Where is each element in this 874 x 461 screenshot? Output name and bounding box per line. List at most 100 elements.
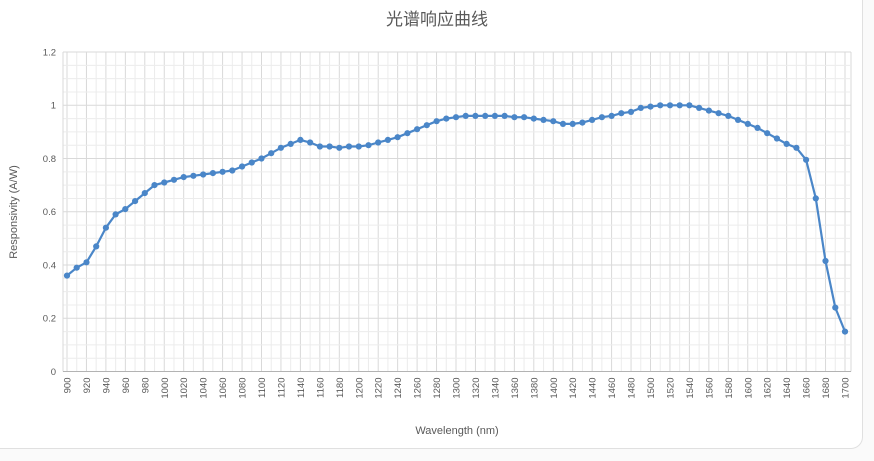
x-tick-label: 1180 [335, 378, 346, 398]
data-point-marker [647, 103, 654, 110]
data-point-marker [375, 139, 382, 146]
data-point-marker [521, 114, 528, 121]
data-point-marker [725, 112, 732, 119]
x-tick-label: 980 [140, 378, 151, 394]
x-tick-label: 1020 [179, 378, 190, 399]
x-tick-label: 1340 [490, 378, 501, 399]
data-point-marker [637, 104, 644, 111]
x-tick-label: 1260 [413, 378, 424, 399]
x-tick-label: 1280 [432, 378, 443, 399]
x-tick-label: 960 [121, 378, 132, 394]
x-tick-label: 1580 [724, 378, 735, 399]
data-point-marker [433, 118, 440, 125]
x-tick-label: 1300 [452, 378, 463, 399]
data-point-marker [491, 112, 498, 119]
data-point-marker [754, 124, 761, 131]
x-tick-label: 1460 [607, 378, 618, 399]
data-point-marker [822, 257, 829, 265]
chart-panel [0, 0, 863, 449]
data-point-marker [277, 144, 284, 151]
data-point-marker [511, 114, 518, 121]
data-point-marker [239, 163, 246, 170]
data-point-marker [404, 130, 411, 137]
data-point-marker [540, 116, 547, 123]
x-tick-label: 1400 [549, 378, 560, 399]
x-tick-label: 900 [63, 378, 74, 394]
y-tick-label: 1 [51, 101, 56, 112]
data-point-marker [618, 110, 625, 117]
axis-lines [62, 52, 851, 372]
data-point-marker [676, 102, 683, 109]
y-axis-title: Responsivity (A/W) [8, 165, 20, 259]
data-point-marker [472, 112, 479, 119]
data-point-marker [443, 115, 450, 122]
x-tick-label: 1480 [627, 378, 638, 399]
data-point-marker [141, 190, 148, 197]
x-tick-label: 1520 [666, 378, 677, 399]
data-point-marker [452, 114, 460, 121]
chart-title: 光谱响应曲线 [386, 10, 488, 29]
x-tick-label: 1500 [646, 378, 657, 399]
data-point-marker [734, 116, 742, 123]
data-point-marker [627, 108, 635, 115]
data-point-marker [170, 176, 178, 183]
x-tick-label: 1220 [374, 378, 385, 399]
x-tick-label: 1140 [296, 378, 307, 398]
gridlines [63, 51, 852, 372]
data-point-marker [773, 135, 781, 142]
x-tick-label: 1560 [704, 378, 715, 399]
x-tick-label: 1040 [199, 378, 210, 399]
x-tick-label: 1160 [315, 378, 326, 398]
data-point-marker [414, 126, 421, 133]
data-point-marker [832, 304, 839, 311]
data-point-marker [783, 140, 790, 147]
data-point-marker [569, 120, 576, 127]
data-point-marker [365, 142, 372, 149]
data-point-marker [326, 143, 333, 150]
data-point-marker [598, 114, 606, 121]
y-tick-label: 0.4 [43, 260, 56, 271]
x-tick-label: 1360 [510, 378, 521, 399]
x-tick-label: 1320 [471, 378, 482, 399]
data-point-marker [258, 155, 265, 162]
data-point-marker [686, 102, 693, 109]
x-tick-label: 940 [101, 378, 112, 394]
x-tick-label: 1000 [160, 378, 171, 399]
data-point-marker [803, 156, 810, 163]
data-point-marker [287, 140, 294, 147]
data-point-marker [161, 179, 168, 186]
data-point-marker [530, 115, 537, 122]
data-point-marker [307, 139, 314, 146]
data-point-marker [248, 159, 255, 166]
data-point-marker [268, 150, 275, 157]
x-tick-label: 920 [82, 378, 93, 394]
data-point-marker [550, 118, 557, 125]
data-point-marker [589, 116, 596, 123]
data-point-marker [63, 272, 71, 279]
data-point-marker [229, 167, 236, 174]
x-tick-label: 1420 [568, 378, 579, 399]
data-point-marker [841, 328, 849, 335]
x-tick-label: 1200 [354, 378, 365, 399]
y-tick-label: 0.8 [43, 154, 56, 165]
x-tick-label: 1700 [841, 378, 852, 399]
x-tick-label: 1120 [276, 378, 287, 398]
response-series [63, 102, 849, 335]
data-point-marker [151, 182, 158, 189]
data-point-marker [83, 259, 90, 266]
data-point-marker [793, 144, 800, 151]
x-tick-label: 1440 [588, 378, 599, 399]
data-point-marker [209, 170, 216, 177]
x-tick-label: 1100 [257, 378, 268, 398]
y-tick-label: 0 [51, 367, 56, 378]
x-axis-title: Wavelength (nm) [415, 425, 498, 437]
x-tick-label: 1680 [821, 378, 832, 399]
data-point-marker [102, 224, 109, 231]
x-tick-label: 1640 [782, 378, 793, 399]
data-point-marker [336, 144, 343, 151]
tick-labels: 900 920 940 960 980 1000 1020 1040 1060 1080 1100 1… [43, 47, 852, 398]
y-tick-label: 0.2 [43, 314, 56, 325]
data-point-marker [579, 119, 586, 126]
data-point-marker [764, 130, 771, 137]
